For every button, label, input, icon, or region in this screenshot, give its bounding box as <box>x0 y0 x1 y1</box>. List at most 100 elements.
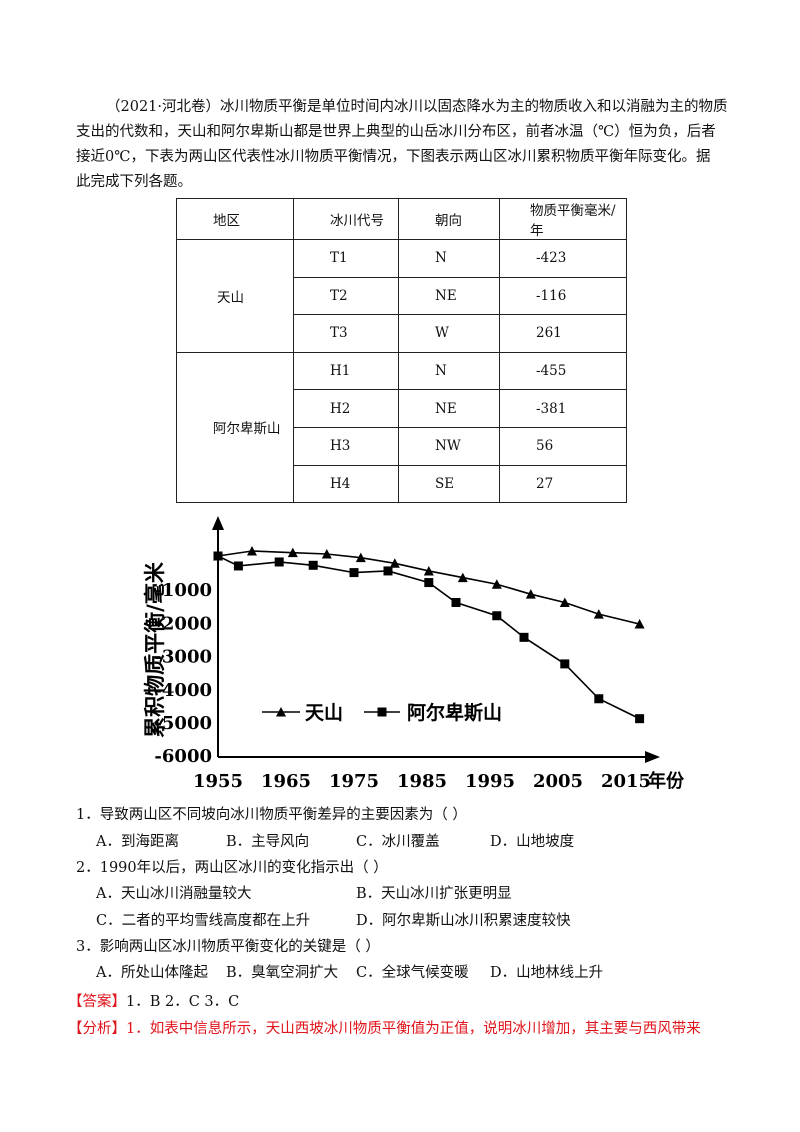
option: A．到海距离 <box>96 834 179 850</box>
data-point <box>559 597 570 607</box>
region-cell: 天山 <box>176 239 294 353</box>
data-point <box>321 549 332 559</box>
data-point <box>423 565 434 576</box>
x-axis-label: 年份 <box>648 770 685 792</box>
data-point <box>213 551 223 561</box>
data-point <box>274 557 284 567</box>
option: B．天山冰川扩张更明显 <box>356 886 512 902</box>
table-header: 朝向 <box>398 198 500 240</box>
data-point <box>233 561 243 571</box>
y-tick-label: -1000 <box>154 580 212 601</box>
y-tick-label: -6000 <box>154 746 212 767</box>
dir-cell: NE <box>398 389 500 428</box>
x-tick-label: 1965 <box>261 771 311 792</box>
dir-cell: SE <box>398 464 500 504</box>
analysis-text: 1．如表中信息所示，天山西坡冰川物质平衡值为正值，说明冰川增加，其主要与西风带来 <box>126 1021 701 1037</box>
data-point <box>383 566 393 576</box>
x-tick-label: 1975 <box>329 771 379 792</box>
data-point <box>355 552 366 563</box>
intro-line: 此完成下列各题。 <box>76 174 192 190</box>
table-header: 物质平衡毫米/年 <box>499 198 627 240</box>
intro-line: 支出的代数和，天山和阿尔卑斯山都是世界上典型的山岳冰川分布区，前者冰温（℃）恒为… <box>76 124 716 140</box>
table-row: 天山 T1 N -423 <box>176 239 627 353</box>
y-tick-label: -3000 <box>154 647 212 668</box>
x-tick-label: 2015 <box>601 771 651 792</box>
legend-marker <box>377 707 387 717</box>
value-cell: -423 <box>499 239 627 278</box>
y-tick-labels: -1000 -2000 -3000 -4000 -5000 -6000 <box>154 580 212 767</box>
y-tick-label: -2000 <box>154 613 212 634</box>
data-point <box>457 572 468 583</box>
value-cell: 56 <box>499 426 627 466</box>
data-point <box>247 546 257 556</box>
legend-marker <box>276 707 286 717</box>
dir-cell: W <box>398 314 500 353</box>
table-row: 阿尔卑斯山 H1 N -455 <box>176 351 627 504</box>
value-cell: 261 <box>499 314 627 353</box>
value-cell: -381 <box>499 389 627 428</box>
option: D．山地坡度 <box>490 834 575 850</box>
answer-label: 【答案】 <box>68 994 126 1010</box>
legend-label: 阿尔卑斯山 <box>407 701 502 724</box>
data-point <box>491 579 502 589</box>
table-header: 地区 <box>176 198 294 240</box>
data-point <box>525 589 536 599</box>
intro-line: （2021·河北卷）冰川物质平衡是单位时间内冰川以固态降水为主的物质收入和以消融… <box>106 99 728 115</box>
x-tick-labels: 1955 1965 1975 1985 1995 2005 2015 <box>193 771 651 792</box>
x-tick-label: 1995 <box>465 771 515 792</box>
data-point <box>451 597 461 607</box>
table-header-row: 地区 冰川代号 朝向 物质平衡毫米/年 <box>176 198 627 240</box>
table-row: T2 NE -116 <box>177 276 627 316</box>
mass-balance-chart: -1000-2000-3000-4000-5000-6000 1955 1965 1… <box>142 516 685 792</box>
option: D．阿尔卑斯山冰川积累速度较快 <box>356 913 571 929</box>
option: C．冰川覆盖 <box>356 834 440 850</box>
chart-axes <box>212 516 660 763</box>
answer-line: 【答案】1．B 2．C 3．C <box>68 990 239 1011</box>
intro-paragraph: （2021·河北卷）冰川物质平衡是单位时间内冰川以固态降水为主的物质收入和以消融… <box>76 95 736 195</box>
dir-cell: N <box>398 351 500 391</box>
y-tick-label: -4000 <box>154 680 212 701</box>
value-cell: 27 <box>499 464 627 504</box>
data-point <box>389 558 400 568</box>
data-point <box>635 714 645 724</box>
x-tick-label: 2005 <box>533 771 583 792</box>
chart-legend: 天山 阿尔卑斯山 <box>262 701 502 724</box>
x-tick-label: 1955 <box>193 771 243 792</box>
code-cell: H2 <box>293 389 399 428</box>
option: B．主导风向 <box>226 834 310 850</box>
x-tick-label: 1985 <box>397 771 447 792</box>
code-cell: T2 <box>293 276 399 316</box>
data-point <box>308 560 318 570</box>
code-cell: T3 <box>293 314 399 353</box>
analysis-line: 【分析】1．如表中信息所示，天山西坡冰川物质平衡值为正值，说明冰川增加，其主要与… <box>68 1017 701 1038</box>
dir-cell: NE <box>398 276 500 316</box>
data-point <box>560 659 570 669</box>
question-3: 3．影响两山区冰川物质平衡变化的关键是（ ） <box>76 939 380 955</box>
option: A．所处山体隆起 <box>96 965 208 981</box>
table-row: H2 NE -381 <box>177 389 627 428</box>
table-row: T3 W 261 <box>177 314 627 353</box>
option: B．臭氧空洞扩大 <box>226 965 339 981</box>
data-point <box>519 632 529 642</box>
glacier-table: 地区 冰川代号 朝向 物质平衡毫米/年 天山 T1 N -423 T2 NE -… <box>176 198 627 504</box>
legend-label: 天山 <box>305 702 343 724</box>
value-cell: -116 <box>499 276 627 316</box>
chart-series <box>213 546 645 724</box>
data-point <box>287 547 298 558</box>
region-cell: 阿尔卑斯山 <box>176 351 294 504</box>
x-axis-arrow <box>645 751 660 763</box>
y-axis-label: 累积物质平衡/毫米 <box>142 561 167 738</box>
data-point <box>634 619 645 629</box>
intro-line: 接近0℃，下表为两山区代表性冰川物质平衡情况，下图表示两山区冰川累积物质平衡年际… <box>76 149 711 165</box>
data-point <box>492 611 502 621</box>
data-point <box>593 609 604 619</box>
option: C．二者的平均雪线高度都在上升 <box>96 913 311 929</box>
y-tick-label: -5000 <box>154 713 212 734</box>
code-cell: H4 <box>293 464 399 504</box>
answer-text: 1．B 2．C 3．C <box>126 994 240 1010</box>
question-1: 1．导致两山区不同坡向冰川物质平衡差异的主要因素为（ ） <box>76 807 467 823</box>
data-point <box>424 578 434 588</box>
option: C．全球气候变暖 <box>356 965 469 981</box>
table-row: H4 SE 27 <box>177 464 627 504</box>
analysis-label: 【分析】 <box>68 1021 126 1037</box>
